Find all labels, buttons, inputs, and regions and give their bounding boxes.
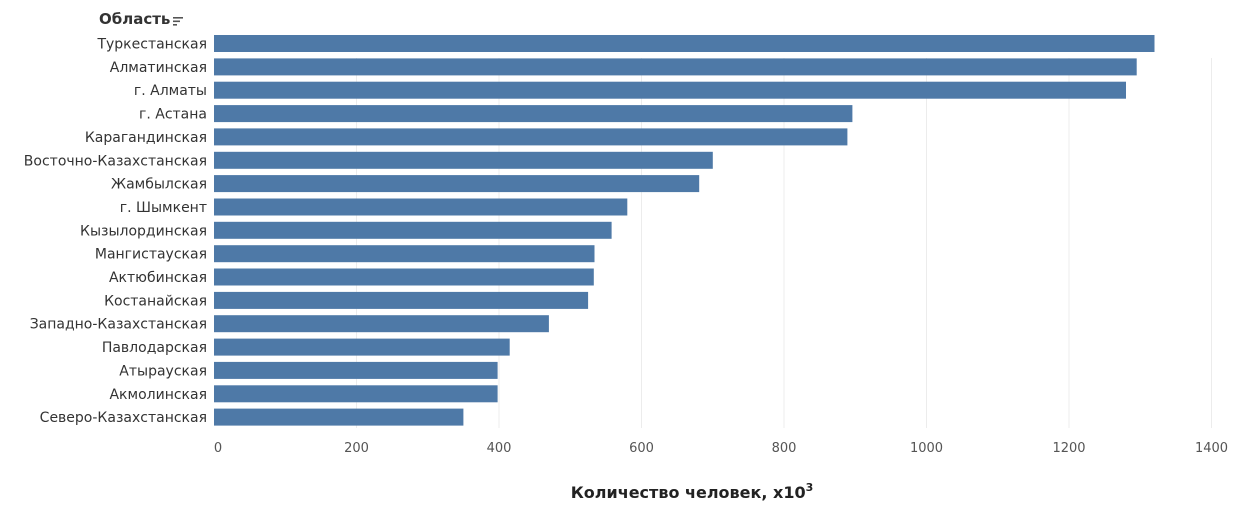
category-label: Алматинская	[110, 60, 207, 76]
category-label: Туркестанская	[96, 37, 207, 53]
category-label: Западно-Казахстанская	[30, 317, 207, 333]
category-label: Павлодарская	[102, 340, 207, 356]
category-label: Карагандинская	[85, 130, 207, 146]
category-label: г. Алматы	[134, 83, 207, 99]
category-label: г. Астана	[139, 107, 207, 123]
bar[interactable]	[214, 35, 1155, 52]
category-label: Мангистауская	[95, 247, 207, 263]
bar[interactable]	[214, 338, 510, 356]
category-label: Северо-Казахстанская	[40, 410, 207, 426]
bar[interactable]	[214, 385, 498, 403]
category-label: Акмолинская	[109, 387, 207, 403]
bar[interactable]	[214, 198, 628, 216]
bar[interactable]	[214, 315, 549, 333]
x-axis-title: Количество человек, x103	[0, 481, 1258, 502]
bars	[214, 35, 1155, 426]
x-tick-label: 1200	[1052, 441, 1085, 456]
bar[interactable]	[214, 268, 594, 286]
bar[interactable]	[214, 291, 589, 309]
category-label: Костанайская	[104, 293, 207, 309]
bar[interactable]	[214, 221, 612, 239]
category-label: Актюбинская	[109, 270, 207, 286]
x-axis-ticks: 0 200 400 600 800 1000 1200 1400	[214, 441, 1228, 456]
category-label: г. Шымкент	[120, 200, 207, 216]
category-header: Область	[99, 10, 184, 28]
bar[interactable]	[214, 408, 464, 426]
bar[interactable]	[214, 361, 498, 379]
bar[interactable]	[214, 58, 1137, 76]
bar[interactable]	[214, 245, 595, 263]
bar[interactable]	[214, 151, 713, 169]
x-tick-label: 200	[344, 441, 369, 456]
bar[interactable]	[214, 81, 1126, 99]
category-header-label: Область	[99, 10, 171, 28]
category-label: Жамбылская	[111, 177, 207, 193]
x-tick-label: 600	[629, 441, 654, 456]
x-tick-label: 800	[772, 441, 797, 456]
x-axis-title-sup: 3	[805, 481, 814, 494]
bar[interactable]	[214, 175, 700, 193]
x-tick-label: 1000	[910, 441, 943, 456]
category-labels: Туркестанская Алматинская г. Алматы г. Аста…	[24, 37, 207, 427]
x-tick-label: 1400	[1195, 441, 1228, 456]
bar[interactable]	[214, 105, 853, 123]
category-label: Восточно-Казахстанская	[24, 153, 207, 169]
plot-area: Туркестанская Алматинская г. Алматы г. Аста…	[24, 35, 1228, 456]
bar[interactable]	[214, 128, 848, 146]
gridlines	[356, 58, 1212, 428]
sort-icon[interactable]	[173, 17, 184, 26]
category-label: Кызылординская	[80, 223, 207, 239]
x-tick-label: 400	[487, 441, 512, 456]
category-label: Атырауская	[119, 363, 207, 379]
x-axis-title-text: Количество человек, x10	[570, 483, 806, 502]
x-tick-label: 0	[214, 441, 222, 456]
